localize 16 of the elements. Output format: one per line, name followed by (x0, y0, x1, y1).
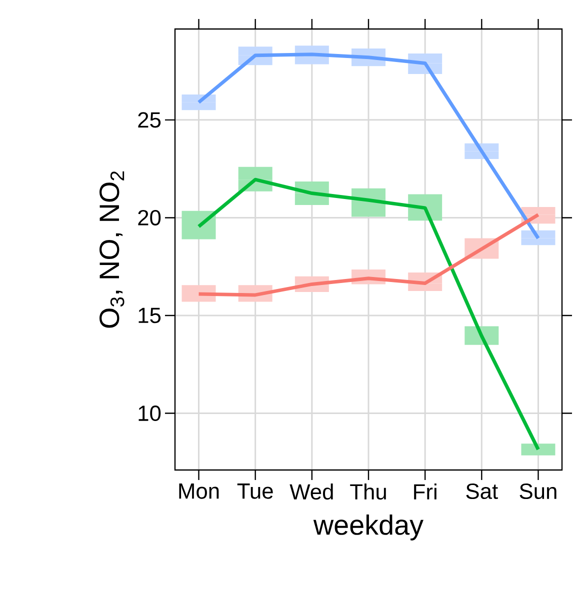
line-series (197, 52, 540, 240)
x-tick-label: Mon (179, 484, 219, 499)
x-tick-label: Tue (237, 484, 273, 499)
y-tick-label: 25 (138, 112, 161, 128)
y-tick-label: 10 (138, 406, 161, 422)
line-series (197, 213, 540, 297)
y-tick-label: 15 (138, 308, 161, 324)
line-series (197, 178, 540, 452)
x-tick-label: Wed (290, 484, 333, 500)
x-axis-title: weekday (313, 514, 424, 540)
x-tick-label: Fri (414, 484, 436, 500)
y-axis-title: O$_{3}$, NO, NO$_{2}$ (100, 171, 124, 328)
x-tick-label: Sun (520, 484, 556, 500)
y-tick-label: 20 (138, 210, 161, 226)
x-tick-label: Thu (350, 484, 386, 500)
x-tick-label: Sat (466, 484, 498, 500)
